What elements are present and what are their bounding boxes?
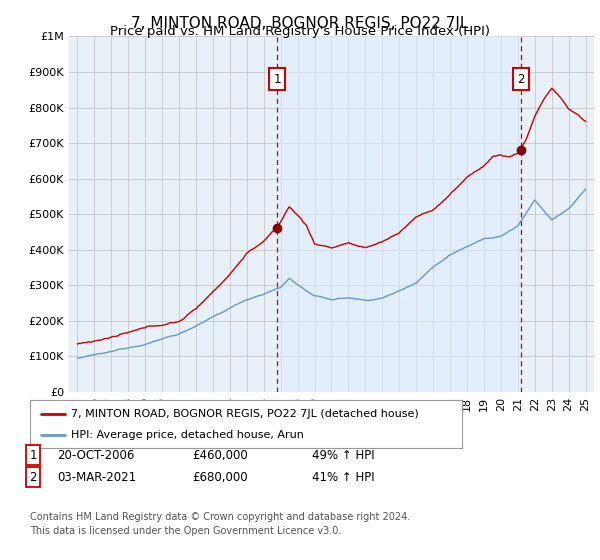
Text: 2: 2 [517, 73, 524, 86]
Text: 49% ↑ HPI: 49% ↑ HPI [312, 449, 374, 462]
Text: Contains HM Land Registry data © Crown copyright and database right 2024.
This d: Contains HM Land Registry data © Crown c… [30, 512, 410, 535]
Text: 1: 1 [29, 449, 37, 462]
Text: 20-OCT-2006: 20-OCT-2006 [57, 449, 134, 462]
Text: 1: 1 [274, 73, 281, 86]
Text: 2: 2 [29, 470, 37, 484]
Text: 03-MAR-2021: 03-MAR-2021 [57, 470, 136, 484]
Text: Price paid vs. HM Land Registry's House Price Index (HPI): Price paid vs. HM Land Registry's House … [110, 25, 490, 38]
Text: £680,000: £680,000 [192, 470, 248, 484]
Text: 7, MINTON ROAD, BOGNOR REGIS, PO22 7JL (detached house): 7, MINTON ROAD, BOGNOR REGIS, PO22 7JL (… [71, 409, 419, 419]
Bar [277, 36, 521, 392]
Text: HPI: Average price, detached house, Arun: HPI: Average price, detached house, Arun [71, 430, 304, 440]
Text: 7, MINTON ROAD, BOGNOR REGIS, PO22 7JL: 7, MINTON ROAD, BOGNOR REGIS, PO22 7JL [131, 16, 469, 31]
Text: £460,000: £460,000 [192, 449, 248, 462]
Text: 41% ↑ HPI: 41% ↑ HPI [312, 470, 374, 484]
